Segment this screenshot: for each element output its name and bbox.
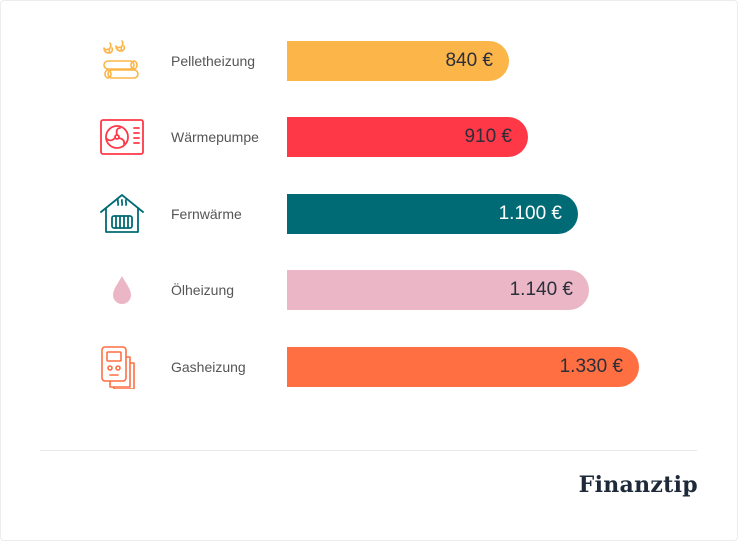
category-label: Fernwärme bbox=[171, 206, 242, 222]
bar: 1.140 € bbox=[287, 270, 589, 310]
bar: 840 € bbox=[287, 41, 509, 81]
bar: 1.330 € bbox=[287, 347, 639, 387]
category-label: Wärmepumpe bbox=[171, 129, 259, 145]
bar-row-1: Pelletheizung 840 € bbox=[0, 39, 738, 83]
bar-row-3: Fernwärme 1.100 € bbox=[0, 194, 738, 234]
category-label: Pelletheizung bbox=[171, 53, 256, 69]
gas-meter-icon bbox=[98, 345, 146, 389]
bar-row-5: Gasheizung 1.330 € bbox=[0, 345, 738, 389]
bar: 910 € bbox=[287, 117, 528, 157]
data-label: 910 € bbox=[464, 126, 512, 147]
category-label: Gasheizung bbox=[171, 359, 246, 375]
district-heating-icon bbox=[98, 192, 146, 236]
data-label: 1.140 € bbox=[509, 279, 573, 300]
oil-drop-icon bbox=[98, 268, 146, 312]
data-label: 1.100 € bbox=[498, 203, 562, 224]
heat-pump-icon bbox=[98, 115, 146, 159]
pellet-heating-icon bbox=[98, 39, 146, 83]
bar: 1.100 € bbox=[287, 194, 578, 234]
category-label: Ölheizung bbox=[171, 282, 235, 298]
bar-row-4: Ölheizung 1.140 € bbox=[0, 270, 738, 310]
bar-row-2: Wärmepumpe 910 € bbox=[0, 117, 738, 157]
finanztip-logo: Finanztip bbox=[578, 472, 698, 498]
data-label: 840 € bbox=[445, 50, 493, 71]
data-label: 1.330 € bbox=[559, 356, 623, 377]
divider bbox=[40, 450, 697, 451]
